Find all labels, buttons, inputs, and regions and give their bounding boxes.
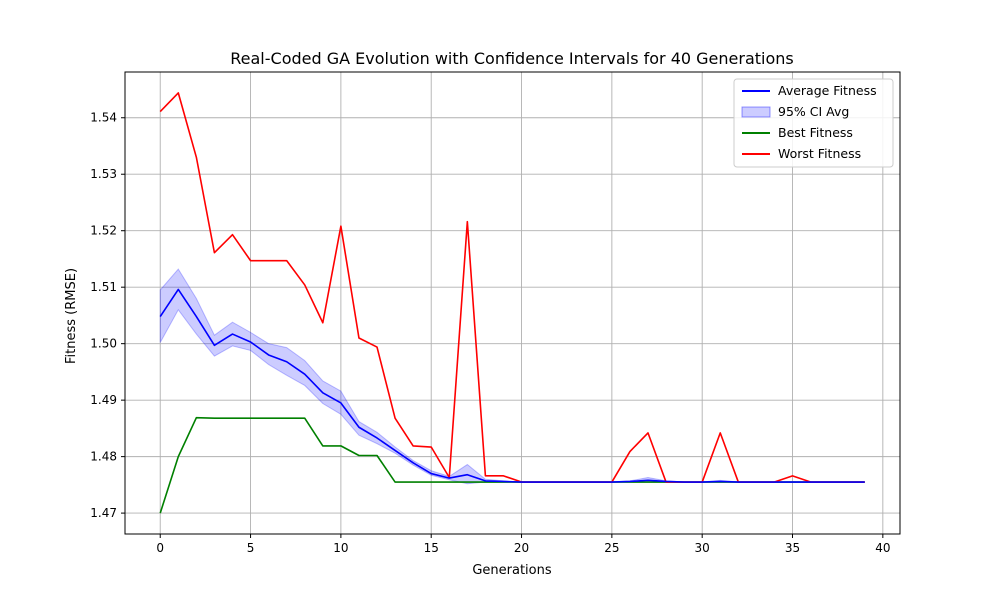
x-tick-label: 25 <box>604 541 619 555</box>
legend-label-worst-fitness: Worst Fitness <box>778 146 861 161</box>
y-tick-label: 1.54 <box>90 111 117 125</box>
x-tick-label: 10 <box>333 541 348 555</box>
y-tick-label: 1.52 <box>90 224 117 238</box>
x-tick-label: 15 <box>424 541 439 555</box>
y-axis-title: Fitness (RMSE) <box>64 268 79 364</box>
x-tick-label: 20 <box>514 541 529 555</box>
x-tick-label: 30 <box>695 541 710 555</box>
y-tick-label: 1.48 <box>90 450 117 464</box>
y-tick-label: 1.51 <box>90 280 117 294</box>
legend: Average Fitness 95% CI Avg Best Fitness Wor… <box>733 78 894 168</box>
legend-swatch-95pct-ci-avg <box>741 106 771 118</box>
legend-label-best-fitness: Best Fitness <box>778 125 853 140</box>
x-tick-label: 5 <box>247 541 255 555</box>
average-fitness-line <box>159 288 865 483</box>
y-tick-label: 1.49 <box>90 393 117 407</box>
y-tick-label: 1.53 <box>90 167 117 181</box>
x-tick-label: 40 <box>875 541 890 555</box>
x-tick-label: 35 <box>785 541 800 555</box>
y-tick-label: 1.47 <box>90 506 117 520</box>
legend-box <box>733 78 894 168</box>
x-axis-title: Generations <box>472 563 552 578</box>
axis-ticks: 0 5 10 15 20 25 30 35 40 1.47 1.48 1.49 1.50 1.51 1.52… <box>90 111 890 555</box>
chart-title: Real-Coded GA Evolution with Confidence … <box>230 49 793 68</box>
legend-label-average-fitness: Average Fitness <box>778 83 877 98</box>
legend-label-95pct-ci-avg: 95% CI Avg <box>778 104 849 119</box>
y-tick-label: 1.50 <box>90 337 117 351</box>
plot-frame <box>124 71 901 535</box>
x-tick-label: 0 <box>156 541 164 555</box>
series-layer <box>159 92 865 514</box>
